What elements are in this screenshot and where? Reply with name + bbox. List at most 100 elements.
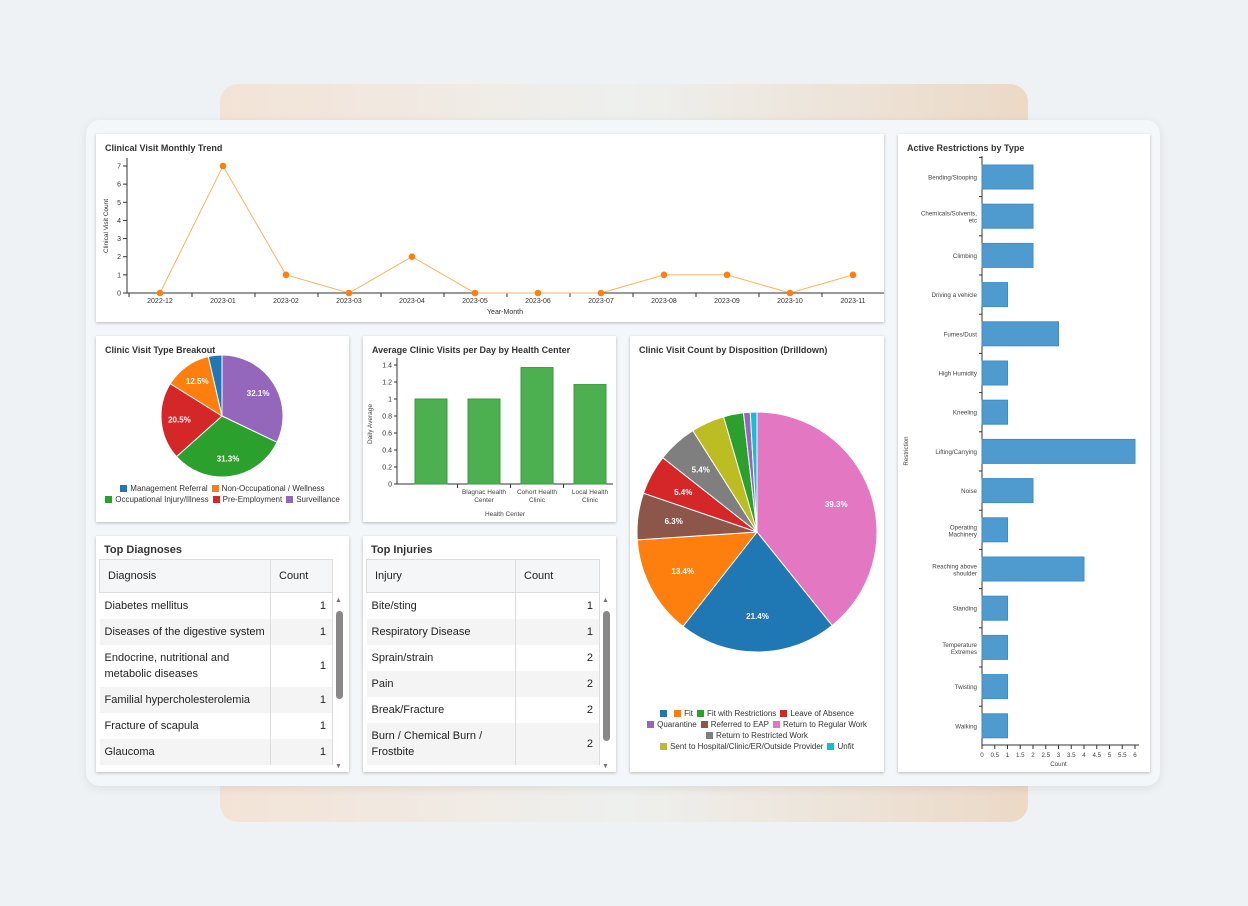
x-tick-label: 4 [1082, 752, 1086, 759]
column-header-count[interactable]: Count [515, 559, 600, 593]
legend-item[interactable]: Unfit [827, 741, 854, 752]
x-tick-label: 0.5 [990, 752, 999, 759]
x-tick-label: 2023-01 [210, 298, 236, 305]
table-row[interactable]: Sprain/strain 2 [366, 645, 600, 671]
legend-item[interactable]: Leave of Absence [780, 708, 854, 719]
data-point [786, 289, 794, 297]
visit-type-legend: Management Referral Non-Occupational / We… [98, 483, 347, 505]
y-tick-label: 0.4 [382, 448, 392, 455]
x-tick-label: 2 [1031, 752, 1035, 759]
legend-item[interactable]: Referred to EAP [700, 719, 769, 730]
legend-swatch [706, 732, 714, 739]
legend-item[interactable]: Occupational Injury/Illness [105, 494, 209, 505]
x-tick-label: 2023-06 [525, 298, 551, 305]
restrictions-chart: Bending/Stooping Chemicals/Solvents, etc Cl… [903, 156, 1139, 768]
count-cell: 2 [515, 645, 600, 671]
column-header-diagnosis[interactable]: Diagnosis [99, 559, 271, 593]
top-injuries-title: Top Injuries [371, 544, 433, 556]
top-diagnoses-table: Diagnosis Count Diabetes mellitus 1 Diseas… [99, 559, 333, 765]
y-tick-label: Fumes/Dust [944, 331, 978, 338]
count-cell: 1 [270, 592, 333, 619]
legend-swatch [286, 496, 294, 503]
y-tick-label: 5 [117, 200, 121, 207]
data-point [849, 271, 857, 279]
table-row[interactable]: Diseases of the digestive system 1 [99, 619, 333, 645]
slice-label: 12.5% [186, 377, 209, 386]
scroll-up-icon[interactable]: ▲ [335, 597, 342, 604]
y-tick-label: Operating Machinery [948, 524, 977, 538]
injuries-scrollbar[interactable]: ▲ ▼ [602, 595, 612, 770]
y-tick-label: Twisting [955, 684, 978, 691]
table-row[interactable]: Pain 2 [366, 671, 600, 697]
table-row[interactable]: Break/Fracture 2 [366, 697, 600, 723]
x-tick-label: 2023-08 [651, 298, 677, 305]
bar [467, 398, 501, 485]
scroll-down-icon[interactable]: ▼ [335, 763, 342, 770]
y-tick-label: Kneeling [953, 410, 978, 417]
table-row[interactable]: Endocrine, nutritional and metabolic dis… [99, 645, 333, 687]
y-tick-label: Noise [961, 488, 977, 495]
legend-item[interactable]: Non-Occupational / Wellness [211, 483, 325, 494]
pie-slice [756, 411, 878, 627]
table-row[interactable]: Familial hypercholesterolemia 1 [99, 687, 333, 713]
y-tick-label: Reaching above shoulder [932, 564, 977, 578]
legend-label: Return to Restricted Work [716, 731, 808, 740]
data-point [408, 253, 416, 261]
column-header-count[interactable]: Count [270, 559, 333, 593]
legend-item[interactable] [660, 708, 670, 719]
legend-item[interactable]: Pre-Employment [212, 494, 282, 505]
table-row[interactable]: Bite/sting 1 [366, 592, 600, 619]
data-point [219, 162, 227, 170]
bar [981, 164, 1034, 190]
diagnoses-scrollbar[interactable]: ▲ ▼ [335, 595, 345, 770]
table-row[interactable]: Diabetes mellitus 1 [99, 592, 333, 619]
legend-item[interactable]: Surveillance [286, 494, 340, 505]
bar [981, 321, 1059, 347]
legend-item[interactable]: Management Referral [120, 483, 208, 494]
scrollbar-thumb[interactable] [336, 611, 343, 699]
count-cell: 1 [515, 592, 600, 619]
legend-item[interactable]: Fit with Restrictions [696, 708, 776, 719]
legend-item[interactable]: Fit [674, 708, 693, 719]
bar [981, 478, 1034, 504]
legend-item[interactable]: Sent to Hospital/Clinic/ER/Outside Provi… [660, 741, 823, 752]
legend-swatch [780, 710, 788, 717]
bar [981, 595, 1008, 621]
y-tick-label: 0.6 [382, 431, 392, 438]
legend-label: Occupational Injury/Illness [115, 495, 209, 504]
legend-swatch [120, 485, 128, 492]
table-row[interactable]: Glaucoma 1 [99, 739, 333, 765]
legend-label: Return to Regular Work [782, 720, 867, 729]
x-tick-label: 2023-09 [714, 298, 740, 305]
scroll-down-icon[interactable]: ▼ [602, 763, 609, 770]
bar [520, 367, 554, 485]
y-tick-label: 4 [117, 218, 121, 225]
x-tick-label: 5 [1108, 752, 1112, 759]
scrollbar-thumb[interactable] [603, 611, 610, 741]
legend-item[interactable]: Quarantine [647, 719, 697, 730]
name-cell: Familial hypercholesterolemia [99, 687, 271, 713]
column-header-injury[interactable]: Injury [366, 559, 516, 593]
legend-item[interactable]: Return to Restricted Work [706, 730, 808, 741]
x-tick-label: 2023-07 [588, 298, 614, 305]
name-cell: Diseases of the digestive system [99, 619, 271, 645]
slice-label: 20.5% [168, 416, 191, 425]
count-cell: 2 [515, 697, 600, 723]
data-point [282, 271, 290, 279]
table-row[interactable]: Burn / Chemical Burn / Frostbite 2 [366, 723, 600, 765]
legend-swatch [105, 496, 113, 503]
monthly-trend-title: Clinical Visit Monthly Trend [105, 143, 223, 153]
table-row[interactable]: Fracture of scapula 1 [99, 713, 333, 739]
bar [981, 399, 1008, 425]
legend-item[interactable]: Return to Regular Work [772, 719, 867, 730]
table-row[interactable]: Respiratory Disease 1 [366, 619, 600, 645]
legend-swatch [212, 496, 220, 503]
disposition-panel: Clinic Visit Count by Disposition (Drill… [630, 336, 884, 772]
trend-line [159, 164, 854, 294]
avg-visits-title: Average Clinic Visits per Day by Health … [372, 345, 571, 355]
slice-label: 13.4% [671, 567, 694, 576]
count-cell: 1 [270, 645, 333, 687]
scroll-up-icon[interactable]: ▲ [602, 597, 609, 604]
x-axis-label: Count [1050, 761, 1067, 768]
y-tick-label: 0.8 [382, 414, 392, 421]
